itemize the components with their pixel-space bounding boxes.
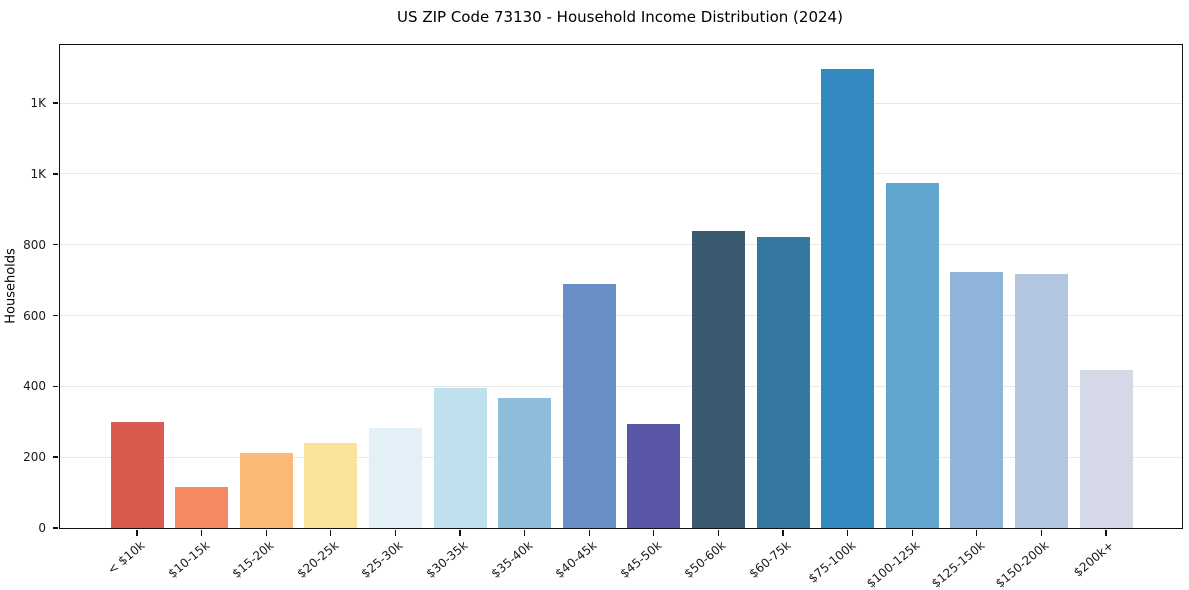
bar bbox=[627, 423, 681, 528]
x-tick-label: $35-40k bbox=[488, 538, 535, 581]
x-tick-mark bbox=[588, 530, 590, 536]
x-tick-mark bbox=[136, 530, 138, 536]
bar bbox=[756, 236, 810, 528]
x-tick-mark bbox=[200, 530, 203, 536]
y-tick-mark bbox=[53, 456, 58, 458]
bar bbox=[239, 452, 293, 528]
y-gridline bbox=[60, 102, 1182, 104]
x-tick-mark bbox=[653, 530, 655, 536]
x-tick-label: $25-30k bbox=[358, 538, 406, 581]
x-tick-label: $125-150k bbox=[928, 538, 988, 590]
x-tick-mark bbox=[1040, 530, 1043, 536]
y-tick-label: 600 bbox=[23, 308, 46, 323]
x-tick-label: $75-100k bbox=[805, 538, 858, 586]
y-gridline bbox=[60, 173, 1182, 175]
y-tick-mark bbox=[53, 244, 58, 246]
bar bbox=[691, 230, 745, 528]
x-tick-label: $15-20k bbox=[229, 538, 277, 581]
x-tick-mark bbox=[976, 530, 978, 536]
x-tick-mark bbox=[1105, 530, 1107, 536]
bar bbox=[562, 284, 616, 528]
x-tick-label: < $10k bbox=[104, 538, 148, 578]
bar bbox=[175, 486, 229, 528]
x-tick-label: $150-200k bbox=[993, 538, 1052, 590]
x-tick-mark bbox=[782, 530, 784, 536]
bar bbox=[498, 397, 552, 528]
y-tick-label: 800 bbox=[23, 237, 46, 252]
bar bbox=[950, 272, 1004, 528]
bar bbox=[1079, 369, 1133, 528]
bar bbox=[304, 443, 358, 528]
bar bbox=[885, 182, 939, 528]
y-tick-label: 1K bbox=[30, 96, 46, 111]
y-tick-label: 200 bbox=[23, 450, 46, 465]
y-gridline bbox=[60, 385, 1182, 387]
y-tick-mark bbox=[53, 173, 58, 175]
x-tick-label: $200k+ bbox=[1070, 538, 1117, 580]
plot-area: 0 200 400 600 800 1K 1K < $10k $10-15k $15-20k $20… bbox=[23, 44, 1183, 590]
y-tick-mark bbox=[53, 102, 58, 104]
y-gridline bbox=[60, 244, 1182, 246]
y-tick-label: 400 bbox=[23, 379, 46, 394]
bar bbox=[1014, 273, 1068, 528]
x-tick-label: $10-15k bbox=[165, 538, 212, 581]
x-tick-label: $100-125k bbox=[863, 538, 923, 590]
x-tick-mark bbox=[846, 530, 849, 536]
y-tick-mark bbox=[53, 314, 58, 317]
y-tick-label: 0 bbox=[38, 521, 46, 535]
x-tick-label: $30-35k bbox=[423, 538, 471, 581]
bar bbox=[821, 69, 875, 528]
x-tick-mark bbox=[265, 530, 267, 536]
y-tick-mark bbox=[53, 385, 58, 388]
y-gridline bbox=[60, 315, 1182, 317]
x-tick-mark bbox=[911, 530, 913, 536]
chart-title: US ZIP Code 73130 - Household Income Dis… bbox=[397, 8, 843, 26]
y-gridline bbox=[60, 456, 1182, 458]
x-tick-label: $20-25k bbox=[294, 538, 342, 581]
y-tick-mark bbox=[53, 527, 58, 529]
x-tick-mark bbox=[330, 530, 332, 536]
x-tick-label: $50-60k bbox=[681, 538, 729, 581]
bar bbox=[433, 388, 487, 528]
x-tick-mark bbox=[394, 530, 397, 536]
x-tick-label: $45-50k bbox=[617, 538, 665, 581]
x-tick-label: $60-75k bbox=[746, 538, 794, 581]
x-tick-mark bbox=[717, 530, 720, 536]
x-tick-label: $40-45k bbox=[552, 538, 600, 581]
bar bbox=[368, 427, 422, 528]
bar bbox=[110, 422, 164, 528]
x-tick-mark bbox=[459, 530, 461, 536]
x-tick-mark bbox=[523, 530, 526, 536]
y-tick-label: 1K bbox=[30, 166, 46, 181]
